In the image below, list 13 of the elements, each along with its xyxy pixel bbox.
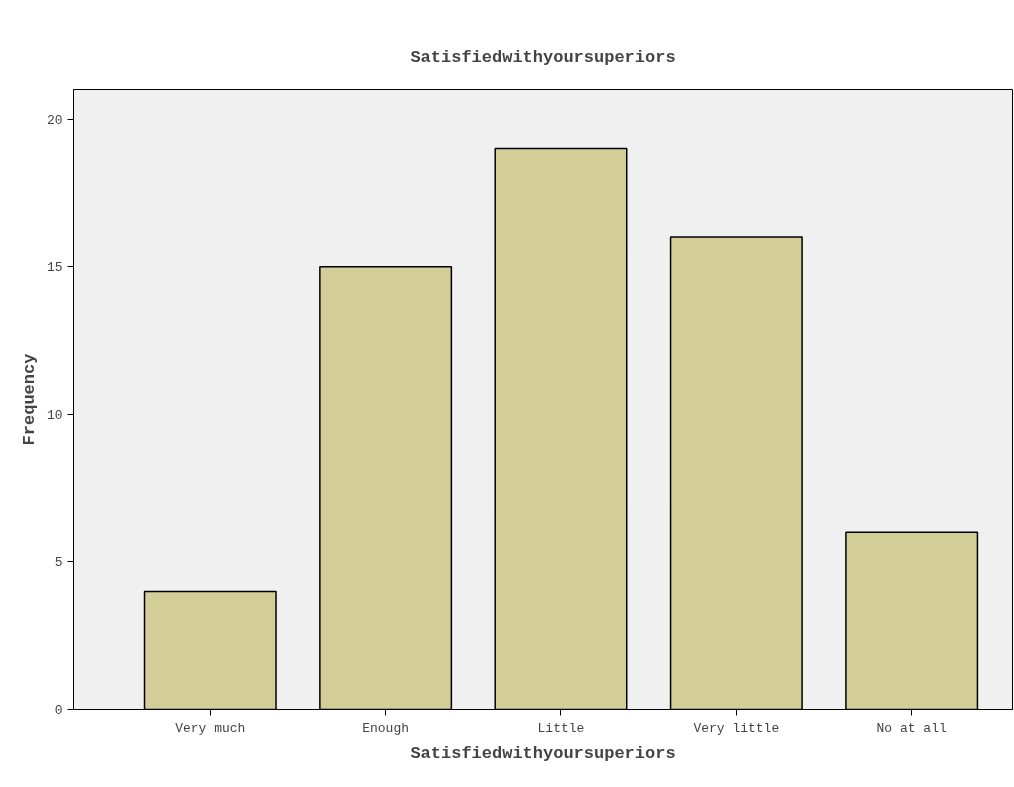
y-tick-label: 5 [54, 555, 63, 571]
y-tick-label: 10 [46, 407, 63, 423]
x-tick-label: Little [537, 720, 585, 736]
y-axis-title: Frequency [19, 353, 39, 446]
x-tick-label: No at all [876, 720, 947, 736]
chart-title: Satisfiedwithyoursuperiors [410, 48, 676, 67]
x-tick-label: Enough [362, 720, 410, 736]
y-tick-label: 15 [46, 260, 63, 276]
x-tick-label: Very much [175, 720, 246, 736]
x-axis-title: Satisfiedwithyoursuperiors [410, 743, 676, 763]
y-tick-label: 20 [46, 112, 63, 128]
y-tick-label: 0 [54, 703, 63, 718]
x-tick-label: Very little [693, 720, 780, 736]
